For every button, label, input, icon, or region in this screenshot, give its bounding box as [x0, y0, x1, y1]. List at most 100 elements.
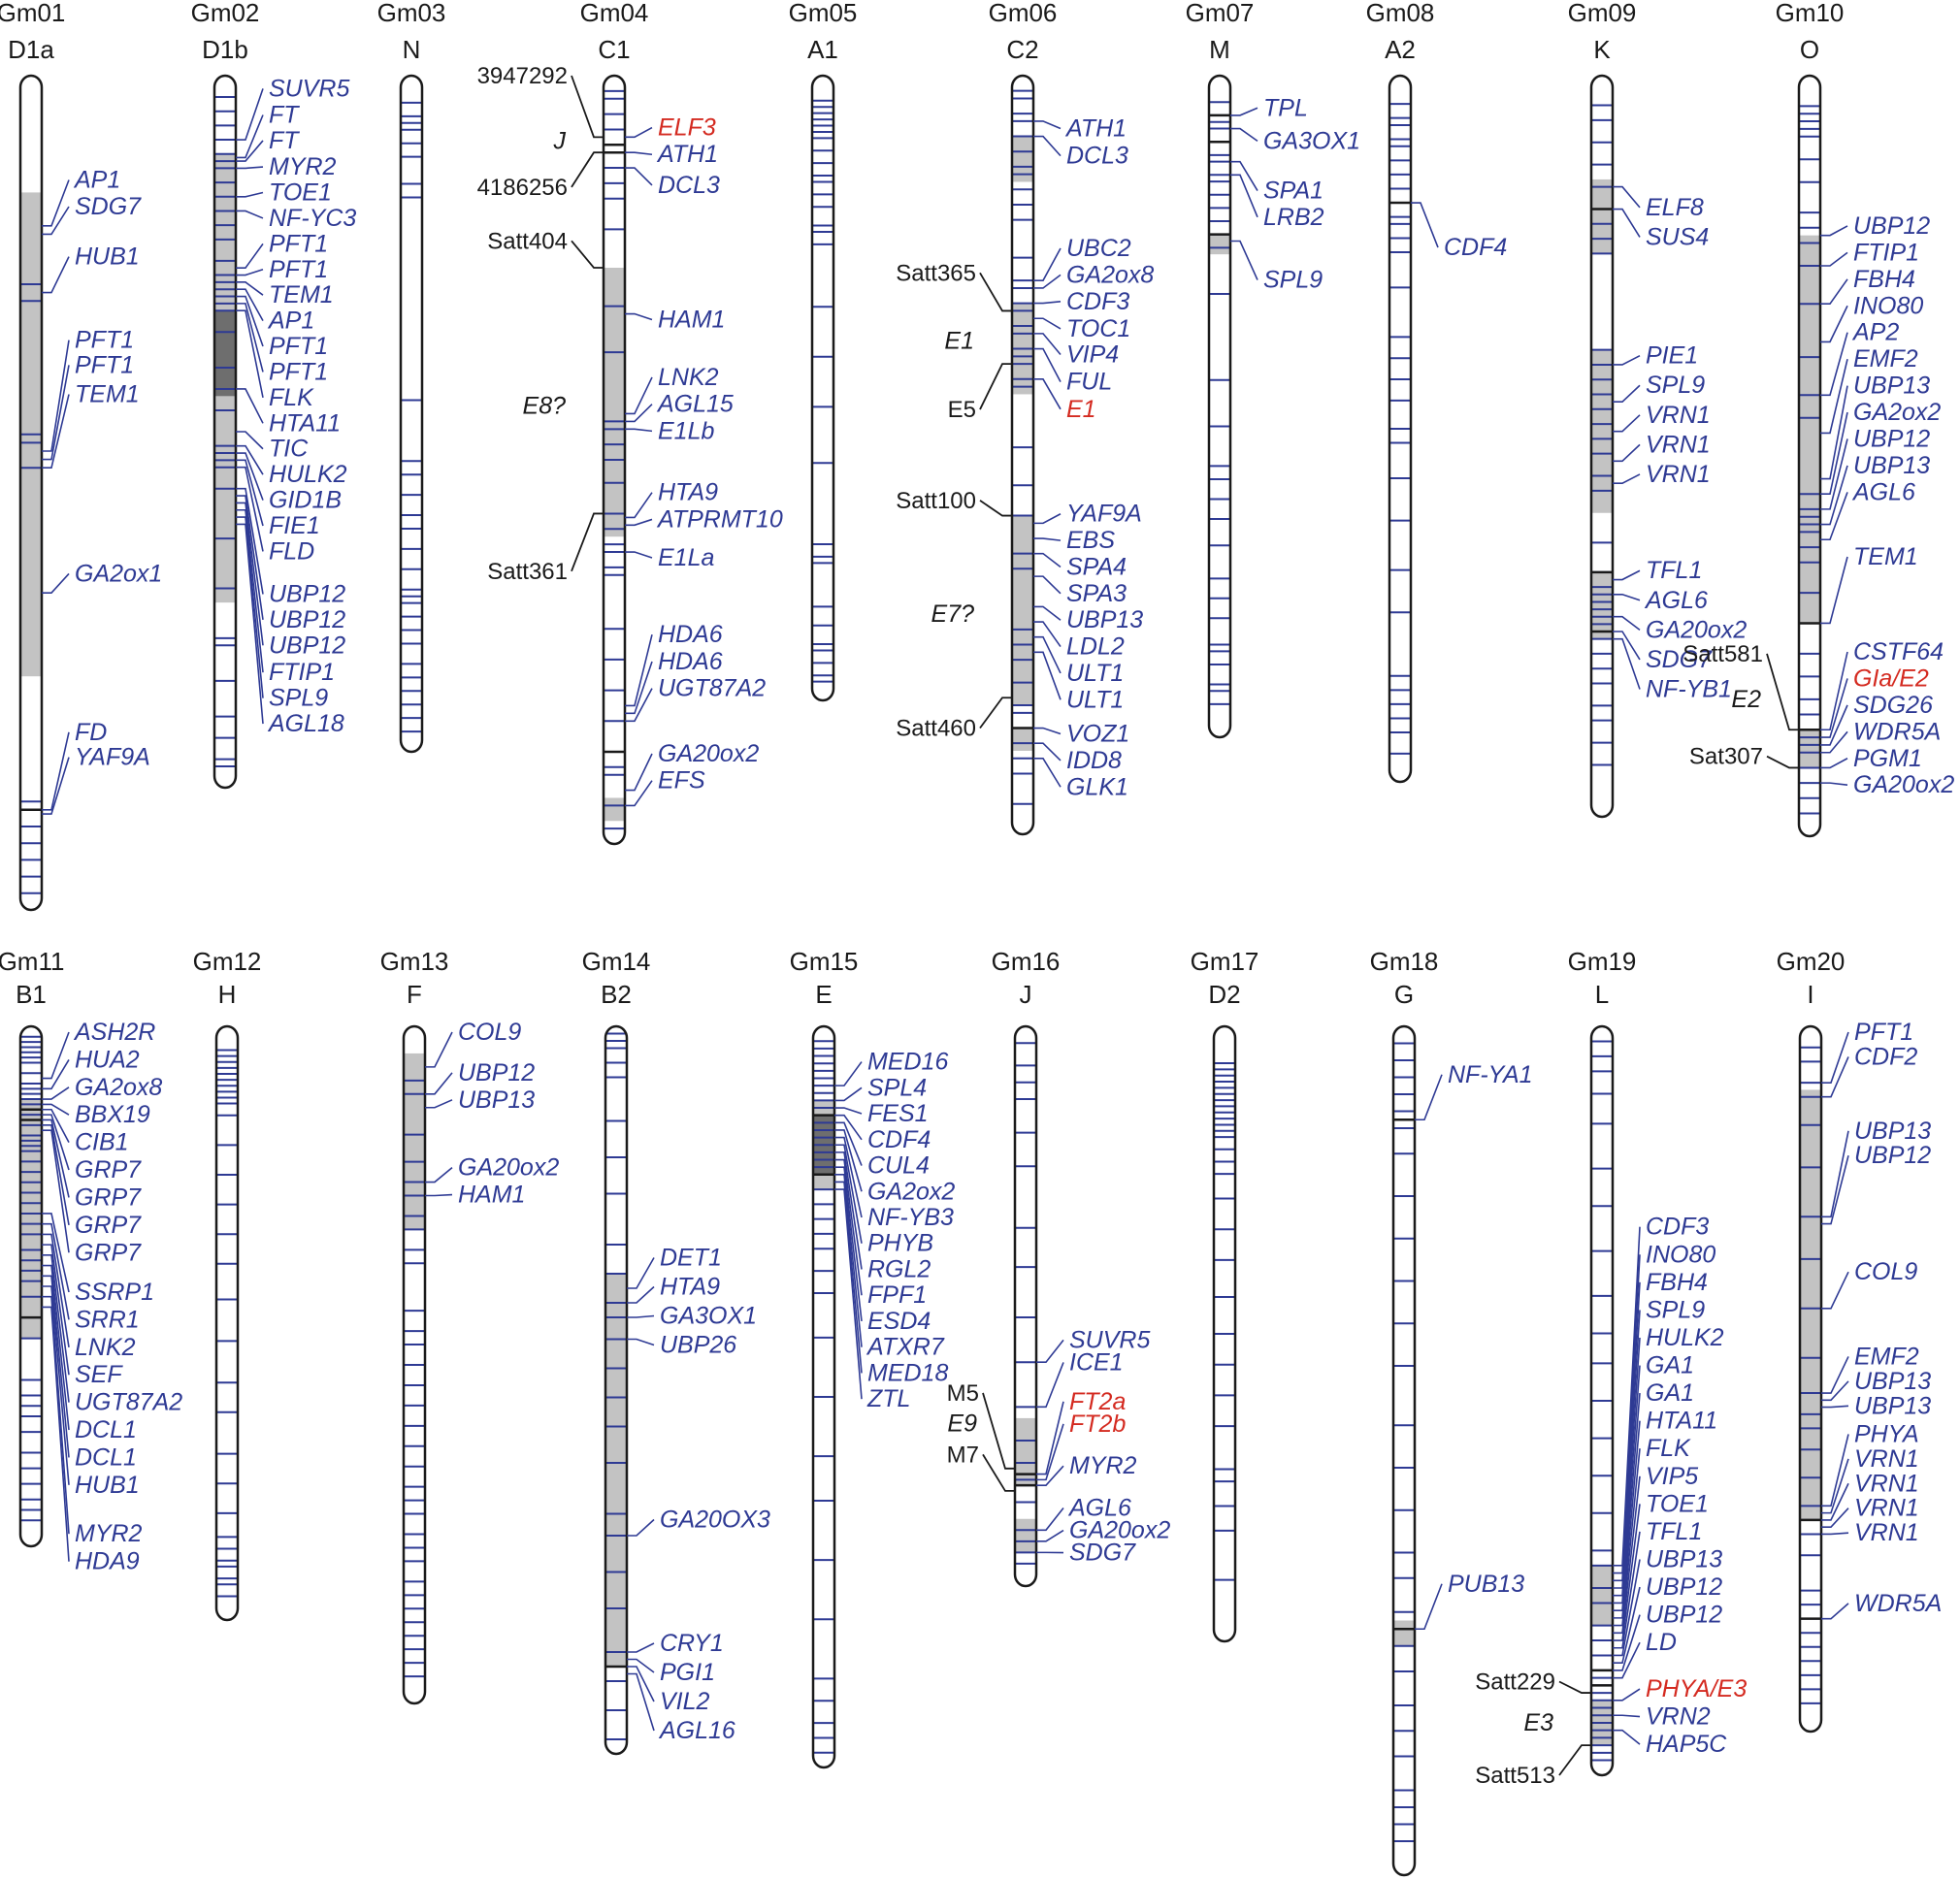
chromosome-outline: [1391, 1024, 1417, 1877]
gray-region: [1012, 136, 1033, 182]
chromosome-name: Gm17: [1191, 947, 1259, 976]
gene-leader-line: [627, 1314, 655, 1318]
gene-leader-line: [236, 388, 264, 424]
gene-leader-line: [1036, 1339, 1064, 1363]
gene-leader-line: [625, 167, 653, 186]
gene-label: ELF3: [658, 114, 716, 142]
gene-label: VRN1: [1646, 402, 1711, 429]
gene-label: UGT87A2: [658, 675, 766, 702]
marker-label: M7: [947, 1442, 979, 1468]
gene-leader-line: [1613, 1475, 1641, 1635]
gene-label: AGL6: [1067, 1494, 1131, 1521]
marker-label: Satt460: [896, 716, 976, 742]
gene-leader-line: [1613, 208, 1641, 238]
gene-leader-line: [236, 281, 264, 296]
gene-label: HAM1: [658, 307, 725, 334]
chromosome-name: Gm08: [1366, 0, 1435, 27]
gene-label: VRN1: [1854, 1519, 1919, 1546]
gene-label: UBP26: [660, 1332, 736, 1359]
gene-leader-line: [1033, 135, 1062, 157]
gene-label: HAM1: [458, 1182, 525, 1209]
chromosome-name: Gm13: [380, 947, 449, 976]
chromosome-outline: [1589, 74, 1615, 819]
gene-label: AGL6: [1851, 478, 1915, 505]
gene-label: EBS: [1066, 527, 1115, 554]
gene-leader-line: [42, 1108, 70, 1144]
gene-label: EMF2: [1853, 345, 1918, 373]
gene-label: TOE1: [269, 179, 332, 207]
gene-label: VIP5: [1646, 1463, 1698, 1490]
gene-label: BBX19: [75, 1101, 150, 1128]
gene-label: GRP7: [75, 1183, 142, 1211]
gene-label: UBP12: [1854, 1142, 1931, 1169]
gene-leader-line: [1033, 605, 1062, 621]
gene-leader-line: [1033, 651, 1062, 700]
marker-label: Satt581: [1682, 641, 1763, 667]
chromosome-name: Gm10: [1776, 0, 1845, 27]
gene-label: SDG7: [1069, 1540, 1136, 1567]
linkage-group-name: M: [1209, 35, 1230, 64]
gene-label: NF-YA1: [1448, 1061, 1533, 1088]
gene-label: UBP13: [1854, 1118, 1931, 1145]
gene-leader-line: [1820, 730, 1848, 754]
gene-leader-line: [1033, 513, 1062, 525]
gray-region: [1209, 234, 1230, 255]
chromosome-Gm06: Gm06C2ATH1DCL3UBC2GA2ox8CDF3TOC1VIP4FULE…: [896, 0, 1154, 836]
gene-leader-line: [42, 1264, 70, 1431]
gene-label: FBH4: [1853, 266, 1915, 293]
gene-leader-line: [1036, 1423, 1064, 1481]
gene-label: VRN1: [1646, 431, 1711, 458]
gene-leader-line: [625, 661, 653, 715]
gene-label: UBP12: [458, 1059, 535, 1086]
gene-label: NF-YB1: [1646, 675, 1732, 702]
gene-leader-line: [1820, 678, 1848, 738]
marker-label: Satt100: [896, 488, 976, 514]
qtl-label: E9: [947, 1410, 977, 1438]
gene-label: UBP12: [269, 632, 345, 659]
chromosome-outline: [811, 1024, 836, 1769]
gene-leader-line: [1033, 742, 1062, 762]
gene-label: VRN2: [1646, 1703, 1711, 1731]
gene-leader-line: [1820, 251, 1848, 267]
gene-leader-line: [1613, 1586, 1641, 1664]
gene-label: SUVR5: [1069, 1326, 1150, 1353]
gray-region: [604, 268, 625, 537]
marker-leader-line: [979, 500, 1012, 517]
gene-label: PHYB: [867, 1230, 933, 1257]
chromosome-Gm18: Gm18 G NF-YA1 PUB13: [1370, 947, 1533, 1877]
gene-leader-line: [1411, 202, 1439, 248]
marker-leader-line: [979, 697, 1012, 729]
gene-leader-line: [627, 1642, 655, 1653]
chromosome-Gm09: Gm09KELF8SUS4PIE1SPL9VRN1VRN1VRN1TFL1AGL…: [1568, 0, 1747, 819]
gene-label: HDA9: [75, 1548, 140, 1575]
gene-label: PGM1: [1853, 745, 1922, 772]
gene-leader-line: [42, 340, 70, 452]
marker-leader-line: [571, 240, 604, 269]
linkage-group-name: D1a: [8, 35, 54, 64]
marker-leader-line: [571, 512, 604, 572]
gene-label: UBP13: [1646, 1545, 1722, 1572]
gene-leader-line: [625, 634, 653, 707]
gene-label: FIE1: [269, 512, 320, 539]
gene-label: HULK2: [269, 461, 347, 488]
gray-region: [20, 1099, 42, 1318]
chromosome-outline: [1797, 74, 1822, 838]
marker-label: E5: [948, 397, 976, 423]
chromosome-Gm20: Gm20IPFT1CDF2UBP13UBP12COL9EMF2UBP13UBP1…: [1777, 947, 1942, 1734]
gene-leader-line: [42, 1118, 70, 1198]
gene-leader-line: [236, 452, 264, 501]
gene-label: YAF9A: [1066, 501, 1142, 528]
gene-label: CSTF64: [1853, 638, 1944, 665]
gene-leader-line: [627, 1658, 655, 1673]
gene-leader-line: [1821, 1507, 1849, 1528]
gene-leader-line: [834, 1144, 863, 1244]
gene-leader-line: [1415, 1583, 1443, 1631]
gene-leader-line: [1036, 1507, 1064, 1532]
gene-leader-line: [834, 1086, 863, 1102]
gene-label: AGL16: [658, 1717, 735, 1744]
marker-leader-line: [571, 151, 604, 188]
chromosome-name: Gm11: [0, 947, 64, 976]
